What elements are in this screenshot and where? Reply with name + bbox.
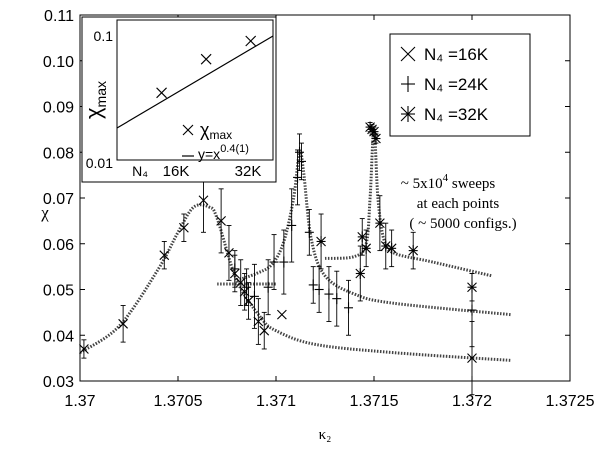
legend-label: N₄ =24K	[424, 75, 489, 94]
data-point-x	[243, 296, 254, 306]
data-point-x	[239, 286, 250, 297]
inset-x-tick-32k: 32K	[235, 163, 262, 180]
data-point-plus	[296, 155, 306, 167]
data-point-plus	[314, 284, 324, 295]
data-point-star	[374, 217, 385, 229]
inset-data-point	[245, 35, 257, 47]
data-point-plus	[304, 226, 314, 238]
data-point-star	[357, 231, 368, 243]
data-point-plus	[467, 304, 477, 316]
data-point-x	[253, 316, 264, 327]
sweeps-annotation: ~ 5x104 sweeps at each points ( ~ 5000 c…	[401, 172, 517, 232]
fit-curve-32K	[324, 127, 492, 278]
x-tick-label: 1.3725	[546, 393, 595, 410]
inset: 0.1 0.01 χmax N₄ 16K 32K χmax y=x0.4(1)	[81, 16, 277, 183]
inset-legend-fit: y=x0.4(1)	[198, 143, 249, 162]
data-point-x	[159, 250, 170, 261]
legend-marker-star	[400, 106, 416, 122]
data-point-plus	[269, 256, 279, 268]
data-point-plus	[263, 281, 273, 293]
data-point-x	[216, 215, 227, 226]
y-axis: 0.03 0.04 0.05 0.06 0.07 0.08 0.09 0.10 0.11	[43, 8, 570, 391]
inset-x-label: N₄	[132, 163, 148, 179]
data-point-star	[371, 133, 381, 145]
data-point-plus	[242, 281, 252, 293]
x-tick-label: 1.372	[452, 393, 492, 410]
data-point-plus	[332, 293, 342, 305]
data-point-x	[467, 353, 477, 364]
inset-y-tick-0.1: 0.1	[94, 28, 114, 44]
data-point-x	[235, 277, 246, 288]
x-tick-label: 1.37	[64, 393, 95, 410]
data-point-star	[467, 281, 477, 293]
data-point-star	[355, 267, 366, 279]
inset-fit-line	[116, 35, 274, 129]
x-axis: 1.37 1.3705 1.371 1.3715 1.372 1.3725	[64, 15, 595, 410]
fit-curve-24K	[236, 149, 512, 317]
y-tick-label: 0.07	[43, 191, 74, 208]
legend-label: N₄ =16K	[424, 45, 489, 64]
data-point-star	[316, 235, 326, 247]
data-point-star	[361, 242, 372, 254]
x-tick-label: 1.371	[256, 393, 296, 410]
x-axis-label: κ₂	[319, 427, 332, 443]
data-point-star	[408, 245, 419, 257]
data-point-star	[380, 240, 391, 252]
y-tick-label: 0.05	[43, 283, 74, 300]
data-point-x	[198, 195, 209, 206]
y-tick-label: 0.10	[43, 54, 74, 71]
data-point-x	[178, 222, 189, 233]
data-point-plus	[324, 288, 334, 300]
inset-frame	[81, 16, 277, 183]
y-tick-label: 0.06	[43, 237, 74, 254]
data-point-plus	[293, 171, 303, 183]
inset-legend: χmax y=x0.4(1)	[182, 120, 249, 162]
x-tick-label: 1.3715	[350, 393, 399, 410]
inset-y-tick-0.01: 0.01	[86, 155, 113, 171]
data-point-x	[79, 344, 89, 354]
data-point-plus	[308, 279, 318, 291]
data-point-x	[259, 325, 270, 336]
y-axis-label: χ	[40, 203, 49, 222]
data-point-plus	[230, 263, 240, 275]
inset-data-point	[200, 53, 212, 65]
data-point-star	[369, 126, 379, 138]
x-tick-label: 1.3705	[154, 393, 203, 410]
data-point-plus	[344, 302, 354, 314]
data-point-x	[118, 318, 129, 329]
data-point-plus	[279, 256, 289, 268]
data-point-x	[276, 309, 287, 320]
data-point-plus	[249, 290, 259, 302]
inset-x-tick-16k: 16K	[163, 163, 190, 180]
annotation-line-2: at each points	[417, 196, 500, 212]
inset-y-label: χmax	[81, 81, 109, 119]
legend-marker-plus	[401, 76, 415, 92]
y-tick-label: 0.08	[43, 145, 74, 162]
inset-legend-chi-max: χmax	[200, 120, 232, 142]
inset-plot-frame	[116, 19, 274, 161]
y-tick-label: 0.04	[43, 328, 74, 345]
data-point-plus	[287, 219, 297, 231]
legend-label: N₄ =32K	[424, 105, 489, 124]
inset-legend-x-icon	[182, 124, 194, 136]
data-point-plus	[295, 146, 305, 158]
annotation-line-1: ~ 5x104 sweeps	[401, 172, 496, 192]
legend: N₄ =16K N₄ =24K N₄ =32K	[389, 33, 531, 137]
data-point-star	[386, 242, 397, 254]
legend-marker-x	[400, 46, 416, 62]
annotation-line-3: ( ~ 5000 configs.)	[409, 216, 516, 232]
inset-data-point	[156, 87, 167, 99]
y-tick-label: 0.09	[43, 100, 74, 117]
data-point-x	[224, 248, 234, 258]
data-markers	[79, 121, 477, 364]
y-tick-label: 0.03	[43, 374, 74, 391]
fit-curves	[79, 127, 512, 362]
y-tick-label: 0.11	[44, 8, 74, 25]
